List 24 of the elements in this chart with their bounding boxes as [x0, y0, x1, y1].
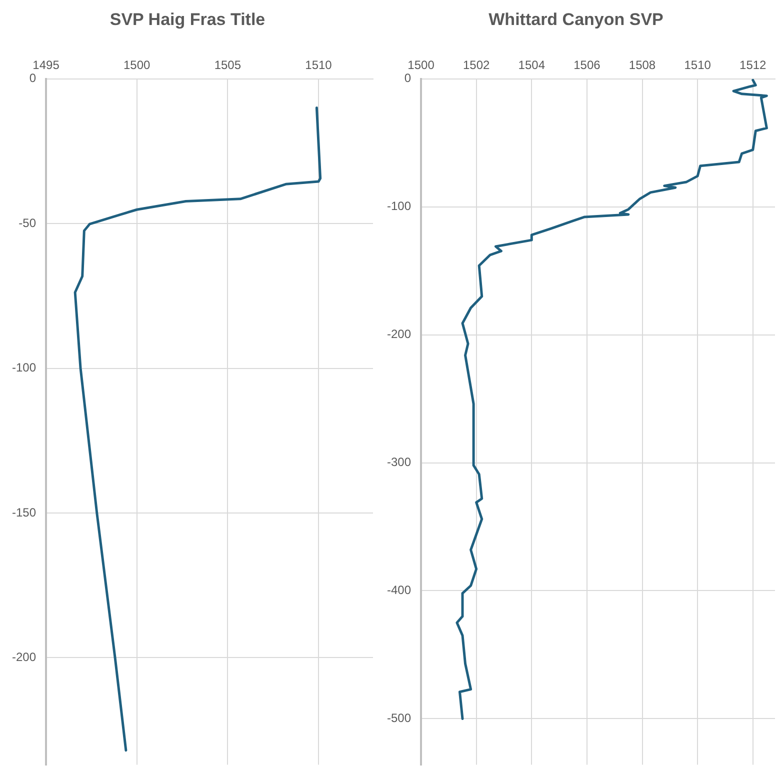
chart-title: SVP Haig Fras Title [110, 10, 266, 29]
x-tick-label: 1504 [518, 58, 546, 72]
x-tick-label: 1508 [628, 58, 656, 72]
y-tick-label: -500 [386, 711, 412, 726]
x-tick-label: 1500 [123, 58, 151, 72]
x-tick-label: 1512 [740, 58, 767, 72]
x-tick-label: 1506 [574, 58, 601, 72]
x-tick-label: 1505 [214, 58, 242, 72]
chart-title: Whittard Canyon SVP [488, 10, 664, 29]
x-tick-label: 1510 [684, 58, 712, 72]
x-tick-label: 1500 [408, 58, 435, 72]
x-tick-label: 1510 [305, 58, 332, 72]
y-tick-label: -300 [386, 455, 412, 470]
y-tick-label: -400 [386, 583, 412, 598]
y-tick-label: -50 [18, 216, 36, 230]
x-tick-label: 1495 [32, 58, 60, 72]
y-tick-label: -200 [386, 327, 412, 342]
y-tick-label: 0 [404, 71, 412, 86]
x-tick-label: 1502 [462, 58, 490, 72]
y-tick-label: -150 [12, 505, 36, 520]
y-tick-label: -200 [12, 650, 36, 664]
y-tick-label: -100 [386, 199, 412, 214]
y-tick-label: 0 [29, 71, 36, 86]
y-tick-label: -100 [12, 360, 36, 375]
